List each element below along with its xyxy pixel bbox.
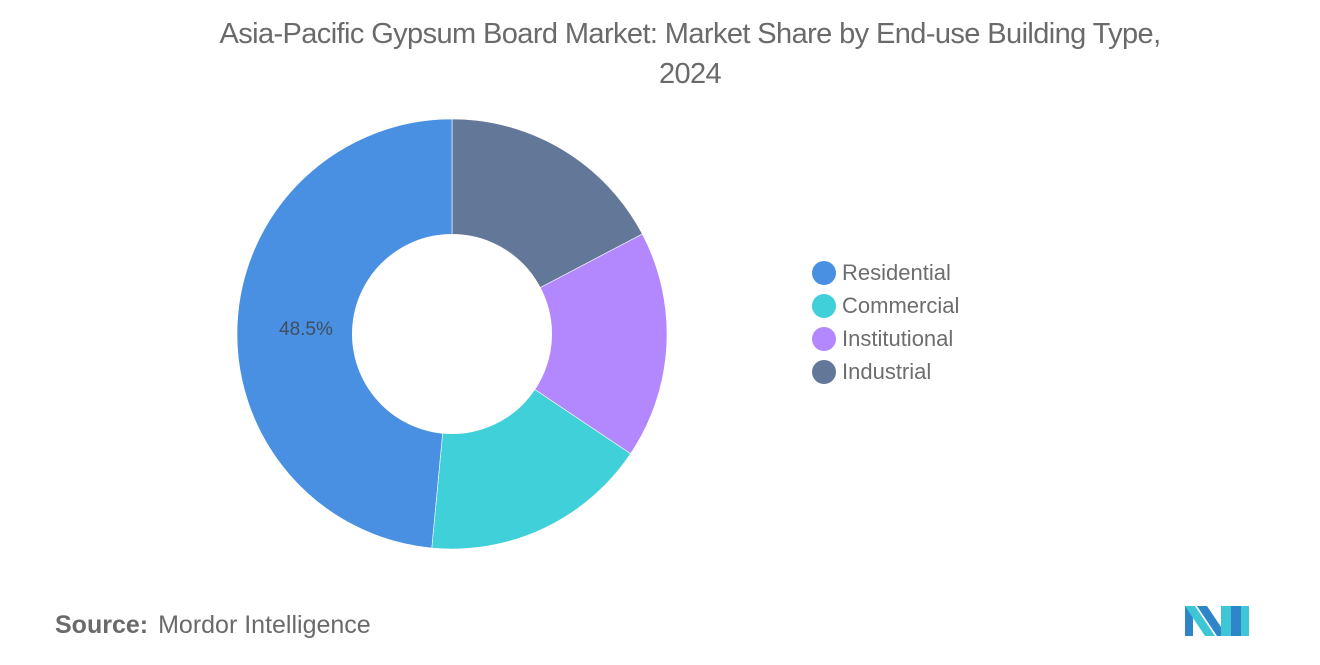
chart-title-line1: Asia-Pacific Gypsum Board Market: Market… [219, 18, 1161, 50]
legend-dot-icon [812, 260, 836, 285]
slice-residential[interactable] [236, 118, 453, 549]
legend-dot-icon [812, 293, 836, 318]
source-label: Source: [55, 611, 149, 639]
legend: Residential Commercial Institutional Ind… [812, 256, 959, 388]
legend-dot-icon [812, 359, 836, 384]
legend-item-commercial[interactable]: Commercial [812, 289, 959, 322]
mordor-intelligence-logo-icon [1185, 606, 1249, 636]
legend-item-residential[interactable]: Residential [812, 256, 959, 289]
slice-institutional[interactable] [451, 233, 668, 455]
donut-slices [236, 118, 668, 550]
source-note: Source: Mordor Intelligence [55, 611, 371, 640]
source-value: Mordor Intelligence [158, 611, 371, 639]
chart-title-line2: 2024 [658, 58, 722, 90]
legend-item-institutional[interactable]: Institutional [812, 322, 959, 355]
chart-title: Asia-Pacific Gypsum Board Market: Market… [0, 14, 1320, 94]
residential-value-label: 48.5% [279, 319, 333, 340]
donut-hole [352, 234, 552, 434]
legend-dot-icon [812, 326, 836, 351]
legend-item-industrial[interactable]: Industrial [812, 355, 959, 388]
